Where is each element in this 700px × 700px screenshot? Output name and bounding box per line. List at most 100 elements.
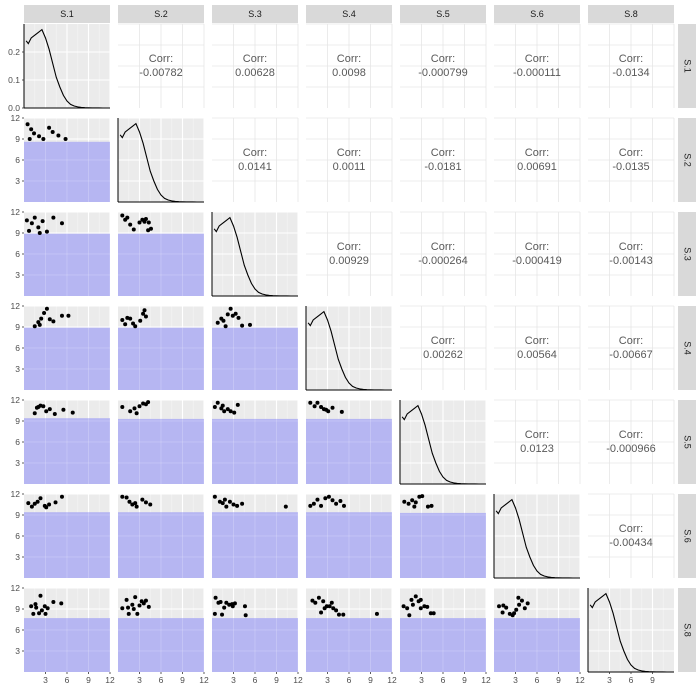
filled-area [212,618,298,672]
corr-value: -0.00782 [139,67,182,79]
scatter-point [412,504,417,509]
scatter-point [29,504,34,509]
scatter-point [321,599,326,604]
corr-panel: Corr: 0.0141 [212,117,299,202]
scatter-point [51,600,56,604]
scatter-point [134,504,139,509]
scatter-point [220,501,225,506]
scatter-point [45,606,50,611]
scatter-point [322,606,327,611]
scatter-point [418,606,423,611]
scatter-point [41,137,46,141]
scatter-point [243,613,248,618]
scatter-point [418,597,423,602]
panel-grid [400,587,487,672]
scatter-point [42,604,47,609]
scatter-point [59,221,64,226]
panel-grid [211,211,299,297]
scatter-point [431,611,436,616]
y-tick-label: 0.2 [8,47,20,57]
scatter-point [227,499,232,504]
strip-right-label: S.8 [683,623,693,637]
scatter-point [327,604,332,609]
scatter-point [324,407,329,412]
scatter-point [519,598,524,603]
scatter-point [37,322,42,327]
corr-label: Corr: [337,147,361,159]
scatter-point [120,318,125,322]
scatter-point [316,595,321,600]
scatter-point [47,317,52,322]
scatter-point [228,306,233,311]
scatter-point [126,611,131,616]
x-tick-label: 6 [535,675,540,685]
scatter-point [420,494,425,499]
x-tick-label: 9 [274,675,279,685]
panel-grid [305,305,393,391]
corr-label: Corr: [431,241,455,253]
x-tick-label: 12 [105,675,115,685]
scatter-point [124,597,129,602]
scatter-point [402,499,407,504]
y-tick-label: 6 [15,437,20,447]
scatter-point [497,604,502,609]
x-tick-label: 9 [180,675,185,685]
strip-right [678,24,696,108]
filled-area [24,233,110,296]
x-tick-label: 3 [137,675,142,685]
scatter-point [405,606,410,611]
y-tick-label: 12 [11,395,21,405]
scatter-point [319,610,324,615]
scatter-point [53,500,58,505]
x-tick-label: 6 [441,675,446,685]
corr-value: -0.00667 [609,349,652,361]
scatter-point [31,611,36,616]
strip-right-label: S.5 [683,435,693,449]
corr-label: Corr: [525,53,549,65]
scatter-point [312,404,317,409]
filled-area [24,418,110,484]
scatter-point [24,218,29,223]
scatter-point [235,402,240,407]
corr-label: Corr: [619,335,643,347]
scatter-point [228,409,233,414]
scatter-point [230,313,235,318]
corr-value: -0.000264 [418,255,468,267]
x-tick-label: 12 [575,675,585,685]
y-tick-label: 3 [15,270,20,280]
scatter-point [142,308,147,313]
corr-value: -0.0181 [424,161,461,173]
scatter-point [218,600,223,604]
scatter-point [43,611,48,616]
strip-top [494,5,580,23]
corr-value: -0.000111 [513,67,561,79]
corr-panel: Corr: -0.0134 [588,23,675,108]
scatter-point [26,501,31,506]
scatter-point [315,400,320,405]
filled-area [118,327,204,390]
scatter-point [127,499,132,504]
x-tick-label: 9 [368,675,373,685]
scatter-point [137,404,142,409]
x-tick-label: 12 [293,675,303,685]
corr-value: 0.00262 [423,349,463,361]
corr-panel: Corr: -0.00782 [118,23,205,108]
corr-label: Corr: [619,429,643,441]
scatter-point [41,404,46,409]
corr-label: Corr: [525,241,549,253]
corr-label: Corr: [525,429,549,441]
scatter-point [61,407,66,412]
panel-grid [23,24,111,109]
y-tick-label: 6 [15,249,20,259]
strip-top-label: S.6 [530,9,544,19]
x-tick-label: 12 [387,675,397,685]
scatter-point [47,407,52,412]
scatter-point [319,405,324,409]
scatter-point [59,313,64,318]
scatter-point [341,503,346,508]
corr-panel: Corr: 0.00691 [494,117,581,202]
y-tick-label: 9 [15,416,20,426]
corr-panel: Corr: -0.0135 [588,117,675,202]
y-tick-label: 9 [15,604,20,614]
y-tick-label: 9 [15,134,20,144]
